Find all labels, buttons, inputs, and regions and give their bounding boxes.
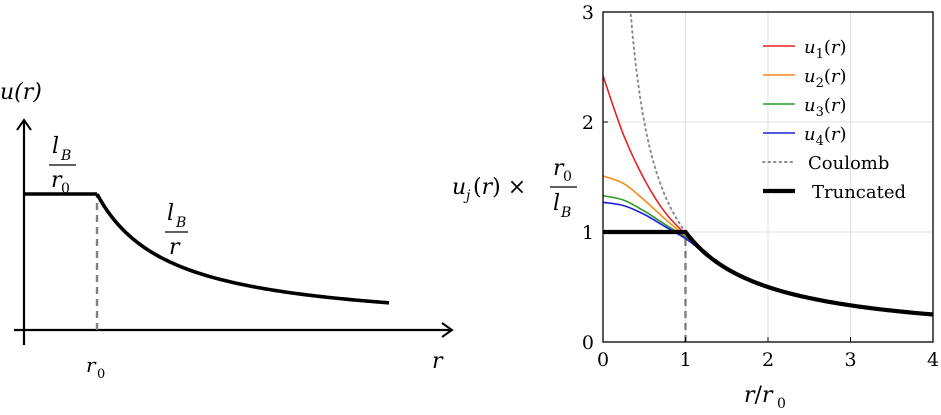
- x-tick-label: 4: [927, 349, 939, 371]
- schematic-y-label: u(r): [0, 80, 42, 105]
- legend-label: Truncated: [812, 182, 906, 203]
- schematic-x-label: r: [432, 349, 444, 374]
- tail-numerator: l: [167, 201, 174, 226]
- schematic-tail-curve: [95, 193, 390, 305]
- y-tick-label: 1: [582, 222, 594, 244]
- plot-y-label: u j (r) × r 0 l B: [452, 156, 577, 221]
- plateau-numerator: l: [52, 134, 59, 159]
- x-tick-label: 0: [597, 349, 609, 371]
- plateau-denominator-sub: 0: [61, 181, 70, 197]
- plot-grid: [602, 11, 934, 343]
- x-tick-label: 3: [844, 349, 856, 371]
- plot-x-label-sub: 0: [777, 396, 786, 412]
- plot-legend: u1(r) u2(r) u3(r) u4(r) Coulomb Truncated: [762, 37, 906, 203]
- potential-plot: 0 1 2 3 4 0 1 2 3 u1(r) u2(r) u3(r) u4(r) Coulomb Tru…: [452, 2, 939, 412]
- plot-x-label: r/r 0: [744, 383, 786, 412]
- plot-y-label-num-sub: 0: [563, 169, 572, 185]
- legend-label: u2(r): [804, 66, 847, 91]
- schematic-tick-r0-sub: 0: [97, 367, 105, 382]
- legend-label: u3(r): [804, 95, 847, 120]
- x-tick-label: 1: [679, 349, 691, 371]
- plot-y-label-num: r: [553, 156, 565, 181]
- plot-ticks: 0 1 2 3 4 0 1 2 3: [582, 2, 939, 371]
- plot-y-label-main: u: [452, 175, 466, 200]
- x-tick-label: 2: [762, 349, 774, 371]
- plot-curves: [603, 12, 933, 342]
- legend-label: Coulomb: [808, 153, 889, 174]
- schematic-x-arrow-icon: [441, 322, 454, 338]
- schematic-chart: u(r) l B r 0 l B r r 0 r: [0, 80, 454, 382]
- plot-y-label-arg: (r) ×: [473, 175, 526, 200]
- plot-y-label-sub: j: [463, 188, 471, 204]
- legend-label: u1(r): [804, 37, 847, 62]
- plot-y-label-den: l: [553, 191, 560, 216]
- y-tick-label: 2: [582, 112, 594, 134]
- schematic-y-arrow-icon: [16, 118, 32, 131]
- tail-numerator-sub: B: [175, 215, 186, 231]
- plot-x-label-main: r/r: [744, 383, 774, 408]
- plateau-numerator-sub: B: [60, 148, 71, 164]
- y-tick-label: 3: [582, 2, 594, 24]
- legend-label: u4(r): [804, 124, 847, 149]
- plateau-denominator: r: [51, 168, 63, 193]
- series-truncated: [603, 229, 933, 317]
- y-tick-label: 0: [582, 332, 594, 354]
- plot-y-label-den-sub: B: [560, 205, 571, 221]
- tail-denominator: r: [169, 235, 181, 260]
- schematic-tick-r0: r: [86, 353, 97, 377]
